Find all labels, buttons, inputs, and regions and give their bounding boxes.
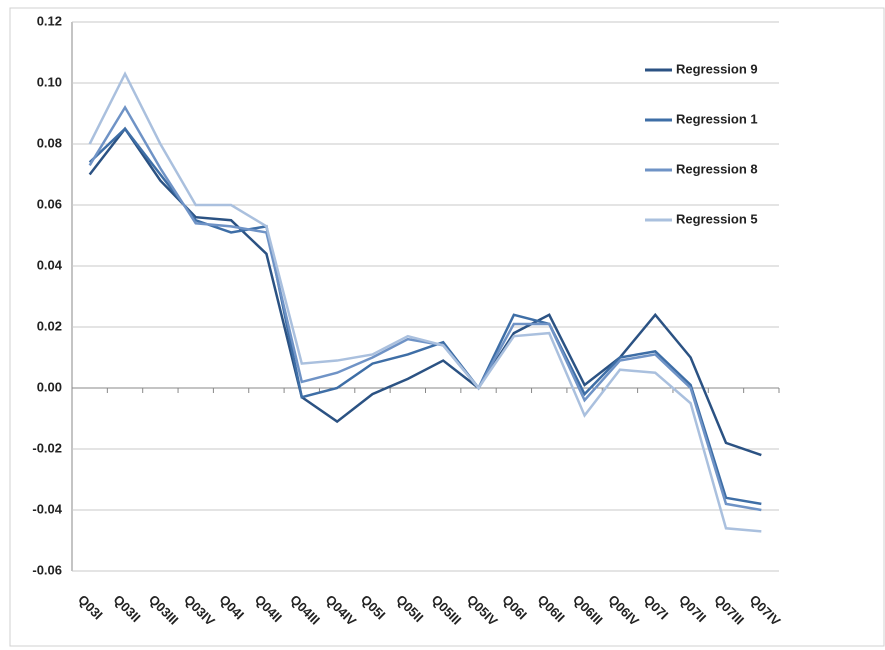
y-tick-label: 0.10 (37, 74, 62, 89)
x-tick-label: Q06III (570, 592, 606, 628)
y-tick-label: -0.06 (32, 562, 62, 577)
legend-label: Regression 8 (676, 161, 758, 176)
x-tick-label: Q04IV (323, 592, 360, 629)
y-tick-label: 0.08 (37, 135, 62, 150)
series-line (88, 126, 762, 506)
legend-label: Regression 9 (676, 61, 758, 76)
x-tick-label: Q07I (641, 592, 672, 623)
x-tick-label: Q06I (499, 592, 530, 623)
y-tick-label: 0.12 (37, 13, 62, 28)
x-tick-label: Q04I (217, 592, 248, 623)
x-tick-label: Q03III (146, 592, 182, 628)
legend-label: Regression 1 (676, 111, 758, 126)
x-tick-label: Q05III (429, 592, 465, 628)
x-tick-label: Q07III (711, 592, 747, 628)
x-tick-label: Q05II (393, 592, 426, 625)
series-line (88, 104, 762, 512)
x-tick-label: Q03I (75, 592, 106, 623)
y-tick-label: 0.04 (37, 257, 63, 272)
y-tick-label: 0.06 (37, 196, 62, 211)
x-tick-label: Q07IV (747, 592, 784, 629)
x-tick-label: Q04II (252, 592, 285, 625)
chart-frame (9, 7, 885, 647)
y-tick-label: 0.02 (37, 318, 62, 333)
x-tick-label: Q03II (110, 592, 143, 625)
x-tick-label: Q05I (358, 592, 389, 623)
y-tick-label: -0.02 (32, 440, 62, 455)
x-tick-label: Q07II (676, 592, 709, 625)
series-line (88, 126, 762, 457)
series-line (88, 71, 762, 533)
x-tick-label: Q04III (287, 592, 323, 628)
x-tick-label: Q06IV (605, 592, 642, 629)
y-tick-label: 0.00 (37, 379, 62, 394)
x-tick-label: Q06II (535, 592, 568, 625)
x-tick-label: Q05IV (464, 592, 501, 629)
y-tick-label: -0.04 (32, 501, 62, 516)
x-tick-label: Q03IV (181, 592, 218, 629)
legend-label: Regression 5 (676, 211, 758, 226)
